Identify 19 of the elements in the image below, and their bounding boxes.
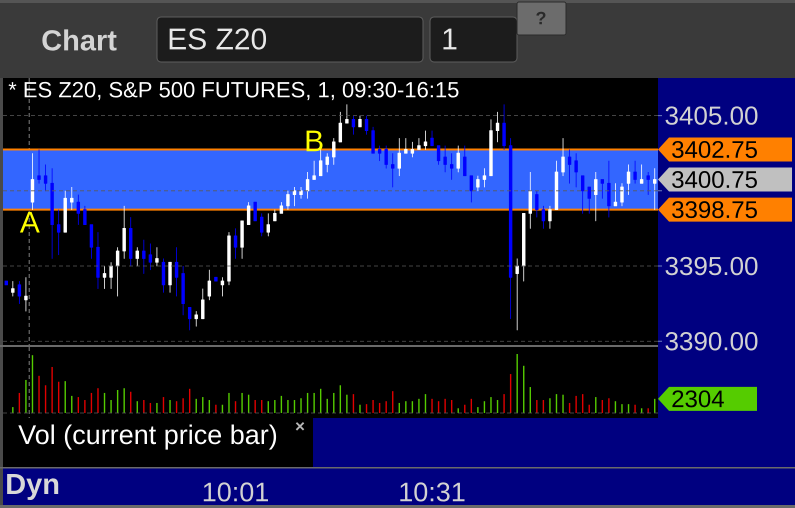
text: Chart (42, 29, 117, 51)
ref-line-label: 3402.75 (672, 140, 757, 158)
text: ? (536, 12, 546, 24)
x-tick-label: 10:01 (204, 482, 268, 502)
text: × (296, 422, 304, 431)
chart-title: * ES Z20, S&P 500 FUTURES, 1, 09:30-16:15 (8, 82, 458, 100)
annotation: A (20, 212, 40, 232)
y-tick-label: 3395.00 (666, 256, 758, 276)
x-tick-label: 10:31 (400, 482, 464, 502)
y-tick-label: 3390.00 (666, 332, 758, 350)
annotation: B (306, 130, 323, 152)
text: ES Z20 (170, 28, 266, 50)
text: 1 (443, 28, 456, 50)
text: 3400.75 (672, 171, 757, 188)
text: Dyn (7, 474, 58, 500)
ref-line-label: 3398.75 (672, 201, 757, 218)
y-tick-label: 3405.00 (666, 106, 758, 125)
text: Vol (current price bar) (18, 424, 276, 450)
text: 2304 (672, 390, 724, 408)
